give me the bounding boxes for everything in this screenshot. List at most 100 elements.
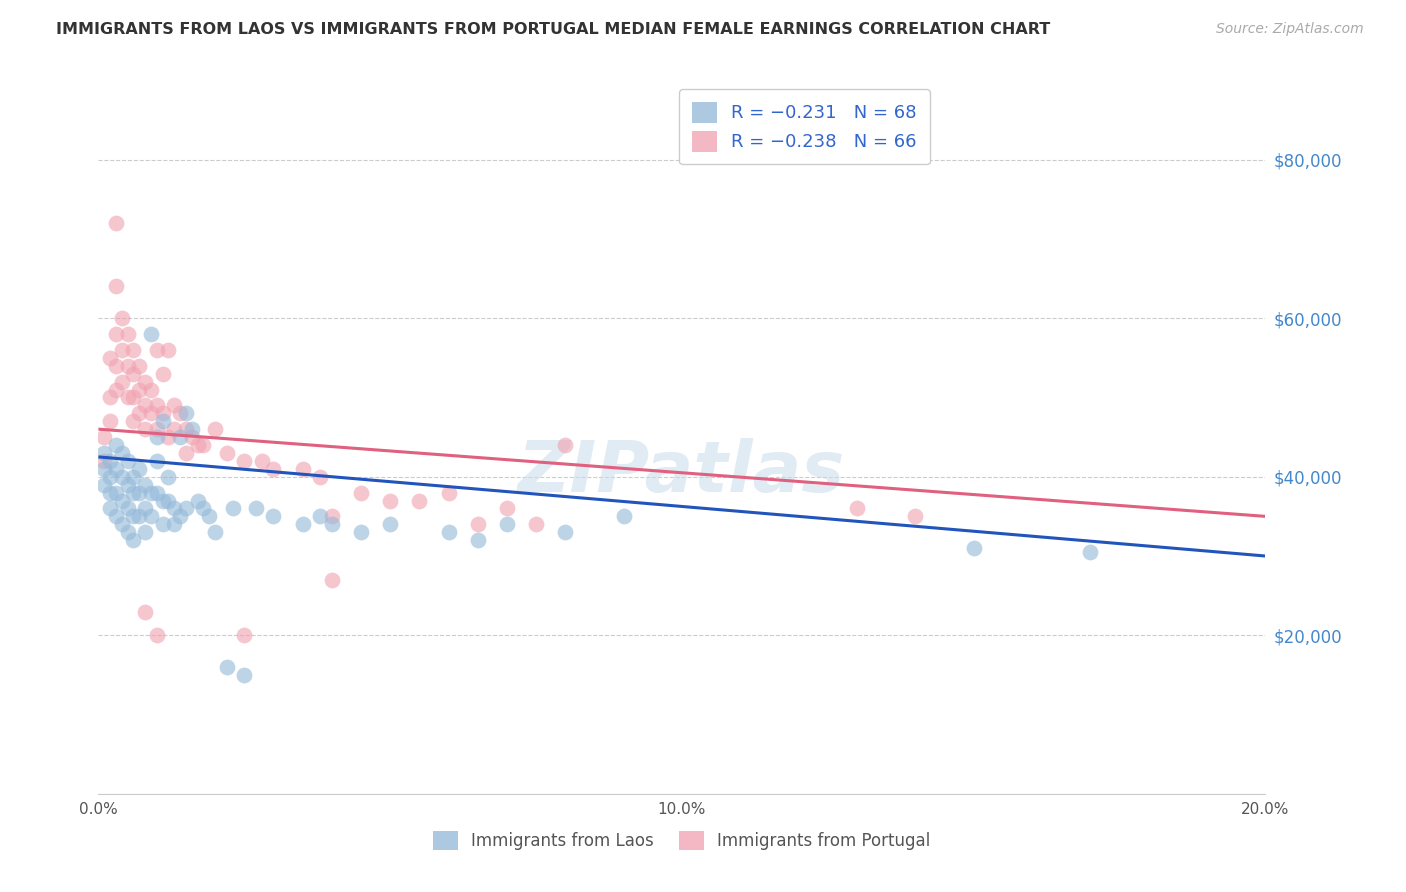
Point: [291, 517, 314, 532]
Point: [180, 430, 202, 444]
Point: [117, 477, 139, 491]
Point: [98, 414, 121, 428]
Point: [163, 517, 186, 532]
Point: [128, 406, 150, 420]
Point: [350, 525, 373, 540]
Point: [98, 351, 121, 365]
Point: [93, 430, 115, 444]
Point: [157, 343, 180, 357]
Point: [233, 454, 256, 468]
Point: [291, 462, 314, 476]
Point: [117, 326, 139, 341]
Point: [904, 509, 927, 524]
Point: [111, 493, 134, 508]
Point: [146, 485, 169, 500]
Point: [128, 359, 150, 373]
Point: [122, 509, 145, 524]
Point: [104, 485, 127, 500]
Point: [496, 501, 519, 516]
Point: [163, 398, 186, 412]
Point: [169, 509, 191, 524]
Point: [93, 454, 115, 468]
Point: [122, 485, 145, 500]
Point: [128, 462, 150, 476]
Point: [467, 533, 489, 548]
Point: [554, 438, 576, 452]
Point: [122, 469, 145, 483]
Point: [139, 485, 162, 500]
Point: [104, 359, 127, 373]
Point: [139, 509, 162, 524]
Point: [139, 406, 162, 420]
Point: [128, 509, 150, 524]
Point: [215, 446, 238, 460]
Point: [134, 398, 156, 412]
Point: [174, 446, 197, 460]
Point: [134, 605, 156, 619]
Point: [111, 446, 134, 460]
Point: [380, 517, 402, 532]
Point: [233, 668, 256, 682]
Point: [193, 438, 215, 452]
Point: [321, 517, 343, 532]
Point: [163, 422, 186, 436]
Point: [524, 517, 547, 532]
Point: [104, 438, 127, 452]
Point: [152, 414, 174, 428]
Point: [467, 517, 489, 532]
Point: [262, 509, 284, 524]
Point: [262, 462, 284, 476]
Point: [496, 517, 519, 532]
Point: [169, 430, 191, 444]
Point: [111, 469, 134, 483]
Point: [309, 509, 332, 524]
Point: [139, 326, 162, 341]
Point: [93, 446, 115, 460]
Point: [146, 628, 169, 642]
Point: [104, 326, 127, 341]
Point: [198, 509, 221, 524]
Point: [233, 628, 256, 642]
Point: [93, 477, 115, 491]
Point: [122, 343, 145, 357]
Point: [962, 541, 984, 555]
Point: [174, 422, 197, 436]
Point: [104, 216, 127, 230]
Point: [98, 485, 121, 500]
Point: [245, 501, 267, 516]
Point: [117, 501, 139, 516]
Point: [163, 501, 186, 516]
Point: [309, 469, 332, 483]
Point: [146, 454, 169, 468]
Point: [157, 430, 180, 444]
Point: [104, 279, 127, 293]
Point: [157, 493, 180, 508]
Point: [187, 438, 209, 452]
Point: [193, 501, 215, 516]
Point: [221, 501, 243, 516]
Point: [152, 493, 174, 508]
Point: [134, 375, 156, 389]
Point: [152, 367, 174, 381]
Point: [1080, 545, 1102, 559]
Point: [350, 485, 373, 500]
Point: [111, 311, 134, 326]
Point: [122, 391, 145, 405]
Point: [134, 422, 156, 436]
Point: [146, 430, 169, 444]
Point: [408, 493, 430, 508]
Text: Source: ZipAtlas.com: Source: ZipAtlas.com: [1216, 22, 1364, 37]
Point: [134, 477, 156, 491]
Point: [250, 454, 273, 468]
Point: [437, 525, 460, 540]
Point: [111, 375, 134, 389]
Point: [93, 462, 115, 476]
Point: [612, 509, 634, 524]
Point: [152, 406, 174, 420]
Point: [128, 485, 150, 500]
Point: [846, 501, 869, 516]
Point: [117, 454, 139, 468]
Point: [122, 533, 145, 548]
Point: [187, 493, 209, 508]
Point: [215, 660, 238, 674]
